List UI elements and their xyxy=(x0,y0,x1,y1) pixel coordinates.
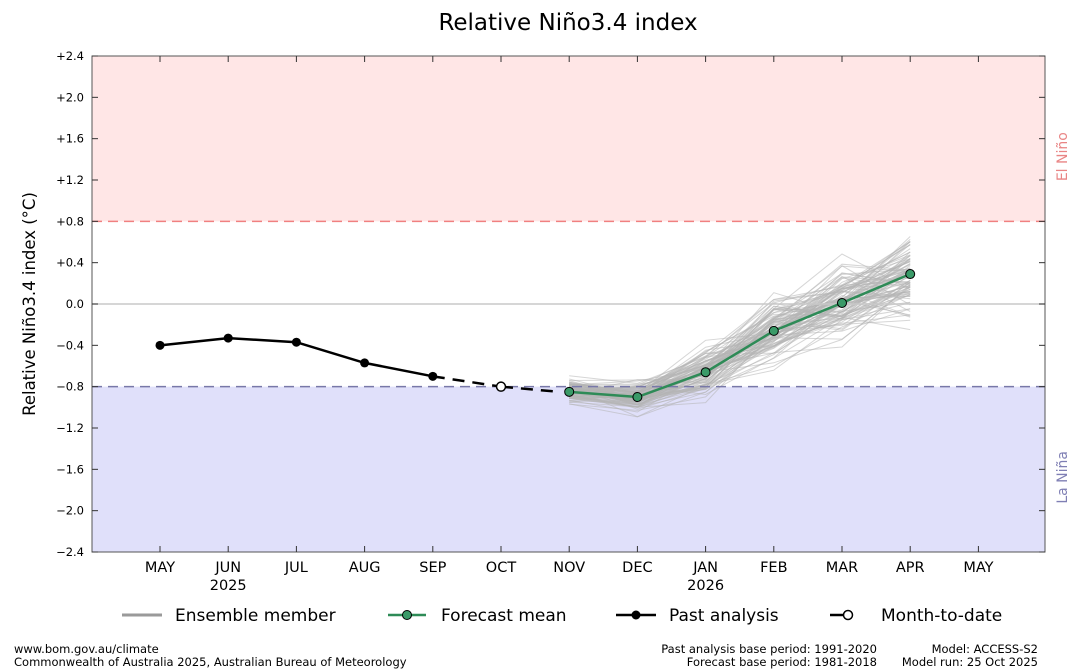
forecast-mean-point xyxy=(700,367,711,378)
past-to-mtd-dashed-line xyxy=(432,375,502,388)
x-tick-label: JUL xyxy=(284,560,308,576)
mtd-to-forecast-dashed-line xyxy=(500,385,560,394)
ensemble-member-line xyxy=(569,277,911,400)
past-analysis-point xyxy=(428,371,438,381)
ensemble-member-line xyxy=(569,269,911,394)
x-tick-label: NOV xyxy=(553,560,585,576)
past-analysis-point xyxy=(291,337,301,347)
ensemble-member-line xyxy=(569,243,911,396)
x-tick-label: DEC xyxy=(622,560,652,576)
y-tick-label: 0.0 xyxy=(66,297,84,311)
legend-ensemble-label: Ensemble member xyxy=(175,606,336,626)
x-tick-label: MAR xyxy=(826,560,859,576)
forecast-mean-point xyxy=(564,386,575,397)
x-tick-label: OCT xyxy=(486,560,517,576)
ensemble-member-line xyxy=(569,300,911,408)
footer-model-run: Model run: 25 Oct 2025 xyxy=(901,655,1038,669)
y-tick-label: +0.8 xyxy=(56,214,84,228)
x-year-label: 2025 xyxy=(210,578,247,594)
y-tick-label: −1.6 xyxy=(56,462,84,476)
forecast-mean-point xyxy=(768,325,779,336)
y-tick-label: +2.0 xyxy=(56,90,84,104)
y-tick-label: −1.2 xyxy=(56,421,84,435)
x-tick-label: MAY xyxy=(145,560,175,576)
chart-title: Relative Niño3.4 index xyxy=(438,10,697,36)
regime-bands xyxy=(92,56,1045,552)
ensemble-member-line xyxy=(569,294,911,395)
ensemble-member-line xyxy=(569,290,911,418)
y-tick-label: +1.6 xyxy=(56,132,84,146)
x-tick-label: MAY xyxy=(963,560,993,576)
y-axis-label: Relative Niño3.4 index (°C) xyxy=(20,192,39,416)
data-series xyxy=(155,269,916,402)
ensemble-member-line xyxy=(569,253,911,395)
y-tick-label: −0.8 xyxy=(56,380,84,394)
legend-past-marker xyxy=(631,610,641,620)
x-tick-label: SEP xyxy=(419,560,446,576)
el-nino-label: El Niño xyxy=(1055,132,1071,181)
la-nina-band xyxy=(92,386,1045,552)
footer-model-name: Model: ACCESS-S2 xyxy=(931,642,1038,656)
past-analysis-point xyxy=(360,358,370,368)
past-analysis-point xyxy=(155,340,165,350)
y-tick-label: +2.4 xyxy=(56,49,84,63)
y-tick-label: −2.4 xyxy=(56,545,84,559)
forecast-mean-line xyxy=(569,272,911,399)
y-tick-label: −2.0 xyxy=(56,504,84,518)
footer-url: www.bom.gov.au/climate xyxy=(14,642,159,656)
forecast-mean-point xyxy=(905,269,916,280)
legend: Ensemble member Forecast mean Past analysi… xyxy=(122,606,1002,626)
ensemble-member-line xyxy=(569,248,911,386)
footer-past-base: Past analysis base period: 1991-2020 xyxy=(661,642,877,656)
chart-labels: Relative Niño3.4 index Relative Niño3.4 i… xyxy=(20,10,1071,504)
x-tick-label: JAN xyxy=(692,560,718,576)
legend-past-label: Past analysis xyxy=(669,606,779,626)
legend-forecast-marker xyxy=(402,610,412,620)
x-tick-label: APR xyxy=(896,560,925,576)
footer-source: www.bom.gov.au/climate Commonwealth of A… xyxy=(14,643,407,669)
legend-mtd-marker xyxy=(842,609,854,621)
y-tick-label: −0.4 xyxy=(56,338,84,352)
footer-model: Model: ACCESS-S2 Model run: 25 Oct 2025 xyxy=(902,643,1038,669)
month-to-date-point xyxy=(495,381,507,392)
x-tick-label: JUN xyxy=(214,560,241,576)
y-tick-label: +1.2 xyxy=(56,173,84,187)
legend-mtd-label: Month-to-date xyxy=(881,606,1002,626)
past-analysis-point xyxy=(223,333,233,343)
ensemble-member-line xyxy=(569,308,911,411)
legend-forecast-label: Forecast mean xyxy=(441,606,567,626)
footer-forecast-base: Forecast base period: 1981-2018 xyxy=(686,655,877,669)
la-nina-label: La Niña xyxy=(1055,451,1071,504)
ensemble-member-line xyxy=(569,274,911,401)
footer-base-periods: Past analysis base period: 1991-2020 For… xyxy=(661,643,877,669)
axes: +2.4 +2.0 +1.6 +1.2 +0.8 +0.4 0.0 −0.4 −0.8 −1.2 −… xyxy=(56,49,1045,594)
x-tick-label: AUG xyxy=(349,560,381,576)
forecast-mean-point xyxy=(632,392,643,402)
x-tick-label: FEB xyxy=(760,560,787,576)
ensemble-member-line xyxy=(569,316,911,396)
ensemble-member-line xyxy=(569,290,911,403)
x-year-label: 2026 xyxy=(687,578,724,594)
y-tick-label: +0.4 xyxy=(56,256,84,270)
footer-copyright: Commonwealth of Australia 2025, Australi… xyxy=(14,655,407,669)
el-nino-band xyxy=(92,56,1045,222)
ensemble-member-line xyxy=(569,293,911,408)
forecast-mean-point xyxy=(837,297,847,308)
